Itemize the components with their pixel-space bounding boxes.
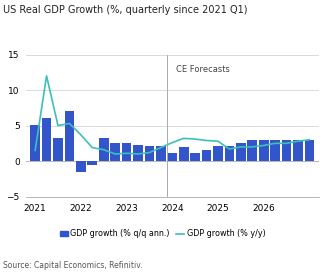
Text: US Real GDP Growth (%, quarterly since 2021 Q1): US Real GDP Growth (%, quarterly since 2… [3, 5, 248, 16]
Bar [167, 153, 177, 161]
Bar [122, 143, 131, 161]
Text: CE Forecasts: CE Forecasts [176, 65, 229, 74]
Bar [133, 145, 143, 161]
Bar [259, 140, 268, 161]
Bar [30, 125, 40, 161]
Bar [247, 140, 257, 161]
Bar [305, 140, 314, 161]
Bar [236, 143, 246, 161]
Bar [179, 147, 188, 161]
Legend: GDP growth (% q/q ann.), GDP growth (% y/y): GDP growth (% q/q ann.), GDP growth (% y… [57, 226, 268, 242]
Bar [53, 138, 63, 161]
Bar [145, 146, 154, 161]
Bar [190, 153, 200, 161]
Bar [156, 146, 166, 161]
Bar [65, 111, 74, 161]
Bar [293, 140, 303, 161]
Bar [110, 143, 120, 161]
Bar [225, 146, 234, 161]
Bar [87, 161, 97, 165]
Bar [76, 161, 86, 173]
Bar [99, 138, 109, 161]
Bar [282, 140, 292, 161]
Text: Source: Capital Economics, Refinitiv.: Source: Capital Economics, Refinitiv. [3, 261, 143, 270]
Bar [213, 146, 223, 161]
Bar [270, 140, 280, 161]
Bar [202, 150, 211, 161]
Bar [42, 118, 51, 161]
